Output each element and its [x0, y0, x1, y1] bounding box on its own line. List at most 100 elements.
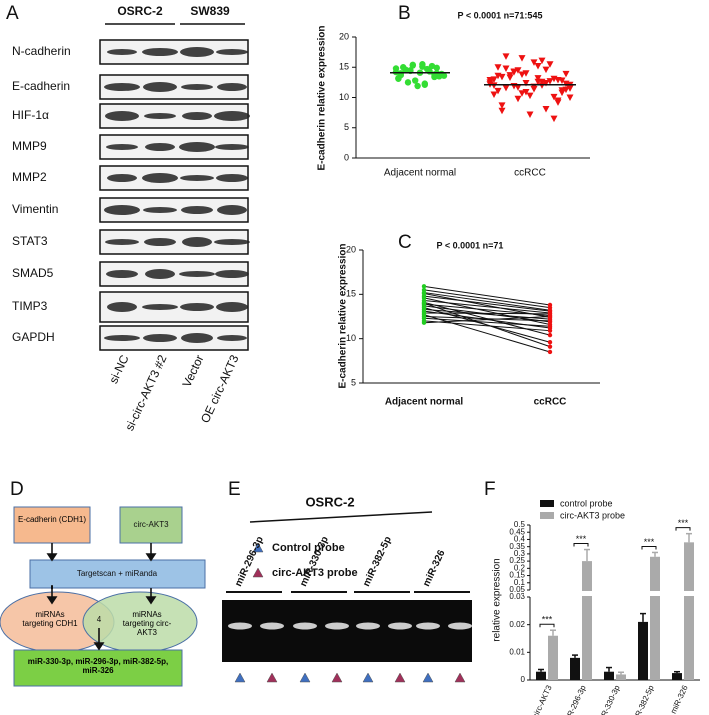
node-box: [29, 559, 206, 589]
probe-marker: [252, 542, 264, 553]
blot-band: [105, 239, 139, 245]
data-point: [550, 93, 558, 101]
legend-swatch: [540, 500, 554, 507]
legend-label: Control probe: [272, 542, 345, 554]
pair-line: [423, 289, 551, 309]
data-point: [428, 62, 436, 70]
gel-band: [388, 622, 412, 630]
node-label: Targetscan + miRanda: [77, 569, 158, 578]
blot-band: [181, 84, 213, 90]
blot-band: [145, 269, 175, 279]
blot-band: [180, 47, 214, 57]
data-point: [404, 79, 412, 86]
protein-label: STAT3: [12, 234, 48, 248]
significance-bracket: [675, 527, 691, 531]
blot-band: [181, 333, 213, 343]
chart-title: P < 0.0001 n=71:545: [458, 10, 543, 20]
blot-band: [215, 144, 249, 150]
blot-band: [215, 270, 249, 278]
blot-band: [142, 304, 178, 310]
y-tick-label: 0.15: [509, 571, 525, 580]
y-tick-label: 0.02: [509, 620, 525, 629]
protein-label: N-cadherin: [12, 44, 71, 58]
data-point: [546, 61, 554, 68]
blot-band: [216, 174, 248, 182]
bar: [684, 542, 694, 680]
y-axis-label: E-cadherin relative expression: [317, 25, 328, 170]
data-point: [412, 77, 419, 84]
blot-band: [142, 173, 178, 183]
blot-band: [107, 302, 137, 312]
pair-line: [423, 285, 551, 306]
set-label: miRNAs targeting CDH1: [22, 610, 78, 628]
node-label: circ-AKT3: [133, 520, 169, 529]
data-point: [426, 68, 433, 75]
set-label: miRNAs targeting circ-AKT3: [122, 610, 172, 636]
probe-marker: [252, 567, 264, 578]
protein-label: MMP9: [12, 139, 47, 153]
data-point: [506, 72, 514, 79]
probe-marker: [394, 672, 406, 683]
y-tick-label: 20: [339, 31, 349, 41]
probe-marker: [422, 672, 434, 683]
data-point: [534, 63, 542, 70]
panel-letter: D: [10, 479, 24, 500]
y-tick-label: 0.2: [514, 563, 526, 572]
data-point: [392, 65, 400, 72]
panel-letter: F: [484, 479, 496, 500]
lane-label: si-circ-AKT3 #2: [122, 352, 169, 433]
bar: [672, 673, 682, 680]
lane-label: miR-326: [421, 548, 448, 588]
probe-marker: [362, 672, 374, 683]
data-point: [421, 284, 427, 289]
legend-swatch: [540, 512, 554, 519]
lane-label: OE circ-AKT3: [198, 352, 242, 425]
blot-band: [104, 205, 140, 215]
data-point: [498, 107, 506, 115]
data-point: [547, 349, 553, 355]
protein-label: Vimentin: [12, 202, 58, 216]
data-point: [502, 53, 510, 60]
y-tick-label: 0.03: [509, 592, 525, 601]
data-point: [518, 71, 526, 79]
x-tick-label: miR-330-3p: [596, 683, 622, 715]
blot-band: [216, 49, 248, 55]
data-point: [514, 84, 522, 91]
blot-band: [144, 238, 176, 246]
gel-band: [416, 622, 440, 630]
gel-band: [325, 622, 349, 630]
protein-label: GAPDH: [12, 330, 55, 344]
data-point: [526, 111, 534, 118]
pair-line: [423, 302, 551, 348]
blot-band: [214, 239, 250, 245]
blot-band: [104, 335, 140, 341]
significance-bracket: [539, 623, 555, 628]
x-tick-label: ccRCC: [514, 168, 546, 179]
data-point: [490, 82, 498, 89]
pair-line: [423, 316, 551, 324]
arrows: [46, 543, 157, 651]
bar: [616, 674, 626, 680]
gel-band: [260, 622, 284, 630]
data-point: [518, 55, 526, 62]
blot-band: [216, 302, 248, 312]
pair-line: [423, 314, 551, 353]
data-point: [538, 82, 546, 89]
probe-marker: [454, 672, 466, 683]
significance-label: ***: [678, 518, 689, 528]
blot-band: [217, 83, 247, 91]
node: miR-330-3p, miR-296-3p, miR-382-5p, miR-…: [28, 657, 169, 675]
node-box: [13, 649, 183, 687]
data-point: [494, 87, 502, 95]
data-point: [547, 318, 553, 324]
pair-line: [423, 312, 551, 315]
data-point: [558, 77, 566, 85]
data-point: [547, 324, 553, 329]
blot-band: [145, 143, 175, 151]
data-point: [498, 73, 506, 81]
pair-line: [423, 295, 551, 312]
gel-band: [448, 622, 472, 630]
significance-bracket: [573, 543, 589, 547]
panel-letter: C: [398, 232, 412, 253]
data-point: [498, 102, 506, 109]
